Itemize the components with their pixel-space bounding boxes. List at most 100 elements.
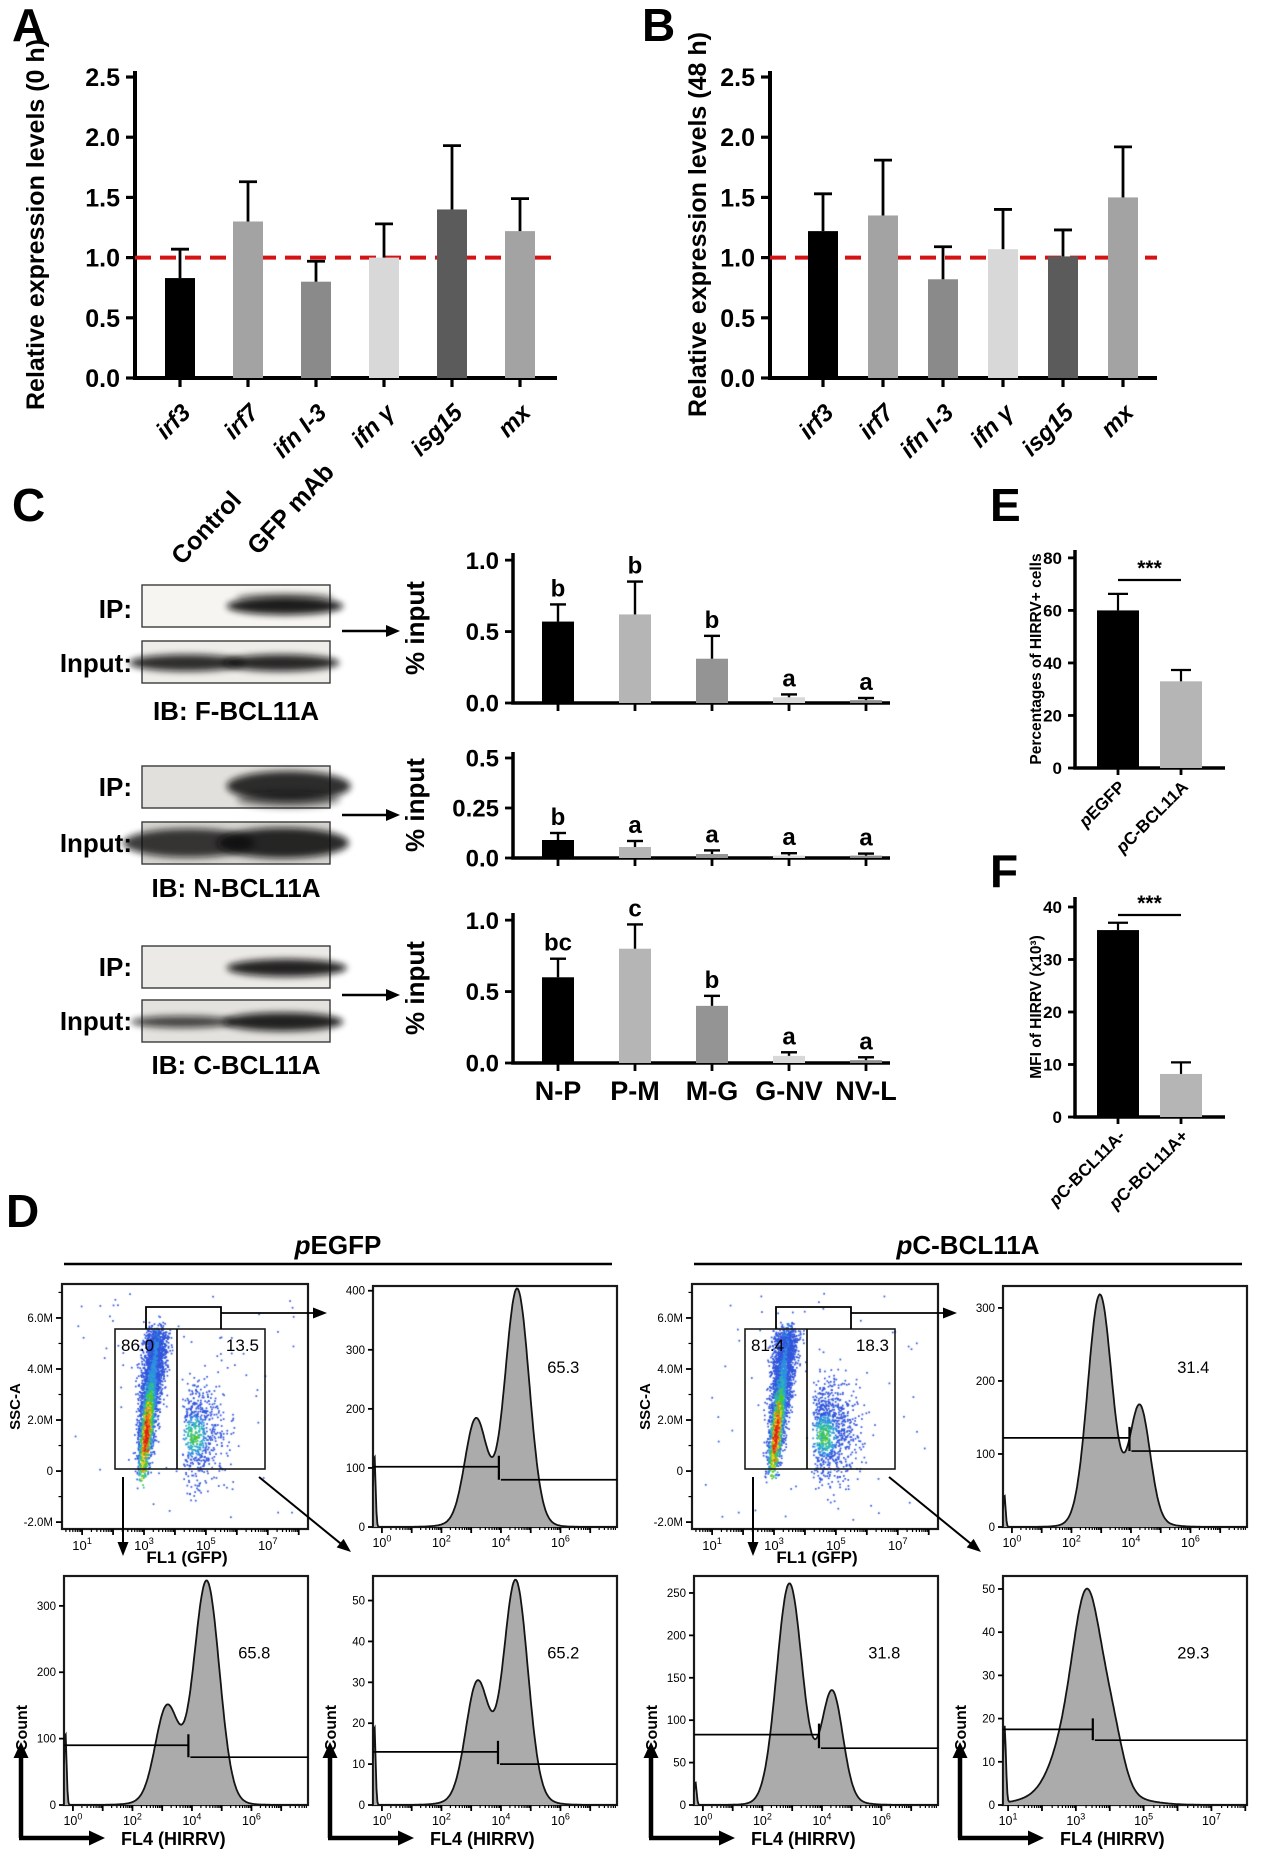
y-tick-label: 30 bbox=[982, 1670, 995, 1682]
log-tick-label: 102 bbox=[432, 1811, 451, 1828]
sig-letter: bc bbox=[544, 930, 572, 957]
bar-isg15 bbox=[1048, 256, 1078, 378]
log-tick-label: 105 bbox=[196, 1536, 216, 1553]
arrowhead bbox=[1028, 1830, 1044, 1846]
bar-ifn I-3 bbox=[928, 279, 958, 378]
gate-percentage: 31.4 bbox=[1177, 1359, 1209, 1377]
x-label: M-G bbox=[686, 1076, 738, 1106]
arrowhead bbox=[966, 1538, 981, 1552]
scatter-frame bbox=[60, 1282, 310, 1531]
y-tick-label: 50 bbox=[982, 1584, 995, 1596]
bar-ifn I-3 bbox=[301, 281, 331, 378]
y-tick-label: 0.5 bbox=[85, 305, 120, 333]
x-label: irf7 bbox=[854, 398, 901, 445]
y-tick-label: 6.0M bbox=[657, 1313, 683, 1325]
y-tick-label: 0.5 bbox=[720, 305, 755, 333]
log-tick-label: 106 bbox=[1181, 1533, 1200, 1550]
gate-left-percentage: 81.4 bbox=[751, 1336, 784, 1355]
arrowhead bbox=[117, 1542, 129, 1556]
ip-label: IP: bbox=[99, 952, 132, 982]
x-label: P-M bbox=[610, 1076, 660, 1106]
arrowhead bbox=[336, 1538, 351, 1552]
y-axis-title: Percentages of HIRRV+ cells bbox=[1028, 553, 1045, 764]
bar-M-G bbox=[696, 854, 728, 858]
fl1-axis-label: FL1 (GFP) bbox=[146, 1548, 227, 1567]
hist-area bbox=[1003, 1588, 1247, 1805]
flow-scatter-D_pBCL_scatter: -2.0M 0 2.0M 4.0M 6.0M 101 103 105 107 SSC-A FL1 (… bbox=[637, 1282, 981, 1567]
y-tick-label: 0.0 bbox=[466, 1051, 499, 1078]
log-tick-label: 104 bbox=[182, 1811, 201, 1828]
bar-ifn γ bbox=[988, 249, 1018, 378]
log-tick-label: 104 bbox=[491, 1811, 510, 1828]
y-axis-title: % input bbox=[400, 758, 430, 852]
y-tick-label: 0 bbox=[680, 1800, 686, 1812]
y-tick-label: 0.5 bbox=[466, 746, 499, 773]
bar-N-P bbox=[542, 977, 574, 1063]
y-tick-label: 200 bbox=[346, 1404, 365, 1416]
y-tick-label: 10 bbox=[352, 1759, 365, 1771]
y-tick-label: 400 bbox=[346, 1286, 365, 1298]
hist-area bbox=[64, 1580, 308, 1805]
y-tick-label: 40 bbox=[1043, 898, 1062, 917]
hist-curve bbox=[372, 1287, 617, 1528]
gate-percentage: 29.3 bbox=[1177, 1644, 1209, 1662]
y-axis-title: Relative expression levels (0 h) bbox=[22, 39, 50, 410]
sig-letter: b bbox=[705, 607, 720, 634]
bar-chart-C3: 0.0 0.5 1.0 bc N-P c P-M b M-G a G-NV a NV-L % input bbox=[400, 895, 897, 1106]
y-tick-label: 100 bbox=[667, 1715, 686, 1727]
ip-label: IP: bbox=[99, 772, 132, 802]
bar-ifn γ bbox=[369, 257, 399, 378]
log-tick-label: 102 bbox=[432, 1533, 451, 1550]
sig-letter: a bbox=[859, 825, 873, 852]
y-tick-label: 0 bbox=[989, 1800, 995, 1812]
log-tick-label: 102 bbox=[123, 1811, 142, 1828]
gate-percentage: 65.2 bbox=[547, 1644, 579, 1662]
y-tick-label: 10 bbox=[1043, 1056, 1062, 1075]
x-label: ifn γ bbox=[346, 398, 401, 453]
y-tick-label: 250 bbox=[667, 1588, 686, 1600]
log-tick-label: 101 bbox=[72, 1536, 92, 1553]
log-tick-label: 100 bbox=[63, 1811, 82, 1828]
log-tick-label: 105 bbox=[826, 1536, 846, 1553]
log-tick-label: 106 bbox=[242, 1811, 261, 1828]
y-tick-label: 60 bbox=[1043, 602, 1062, 621]
log-tick-label: 101 bbox=[999, 1811, 1018, 1828]
x-label: ifn I-3 bbox=[268, 399, 333, 464]
sig-letter: b bbox=[628, 553, 643, 580]
ssc-a-axis-label: SSC-A bbox=[7, 1383, 24, 1430]
arrowhead bbox=[643, 1742, 659, 1758]
y-tick-label: 0.0 bbox=[466, 691, 499, 718]
log-tick-label: 107 bbox=[1202, 1811, 1221, 1828]
y-tick-label: 4.0M bbox=[657, 1364, 683, 1376]
input-label: Input: bbox=[60, 648, 132, 678]
y-tick-label: 300 bbox=[346, 1345, 365, 1357]
y-tick-label: 0 bbox=[1053, 1108, 1062, 1127]
log-tick-label: 107 bbox=[888, 1536, 908, 1553]
sig-letter: a bbox=[859, 1028, 873, 1055]
y-tick-label: 0 bbox=[50, 1800, 56, 1812]
y-tick-label: 40 bbox=[982, 1627, 995, 1639]
y-tick-label: 0 bbox=[359, 1800, 365, 1812]
log-tick-label: 104 bbox=[491, 1533, 510, 1550]
bar-NV-L bbox=[850, 855, 882, 858]
arrowhead bbox=[89, 1830, 105, 1846]
x-label: G-NV bbox=[755, 1076, 823, 1106]
bar-irf7 bbox=[868, 215, 898, 378]
bar-G-NV bbox=[773, 855, 805, 858]
hist-curve bbox=[1002, 1587, 1247, 1806]
gate-percentage: 31.8 bbox=[868, 1644, 900, 1662]
y-tick-label: 50 bbox=[352, 1596, 365, 1608]
y-axis-title: % input bbox=[400, 581, 430, 675]
log-tick-label: 100 bbox=[1002, 1533, 1021, 1550]
y-tick-label: 1.0 bbox=[466, 548, 499, 575]
y-tick-label: 200 bbox=[37, 1667, 56, 1679]
y-tick-label: 20 bbox=[982, 1714, 995, 1726]
arrow-to-gfppos-hist bbox=[258, 1476, 344, 1547]
ssc-a-axis-label: SSC-A bbox=[637, 1383, 654, 1430]
arrowhead bbox=[952, 1742, 968, 1758]
y-tick-label: 1.5 bbox=[85, 184, 120, 212]
panel-label-d: D bbox=[6, 1185, 40, 1237]
